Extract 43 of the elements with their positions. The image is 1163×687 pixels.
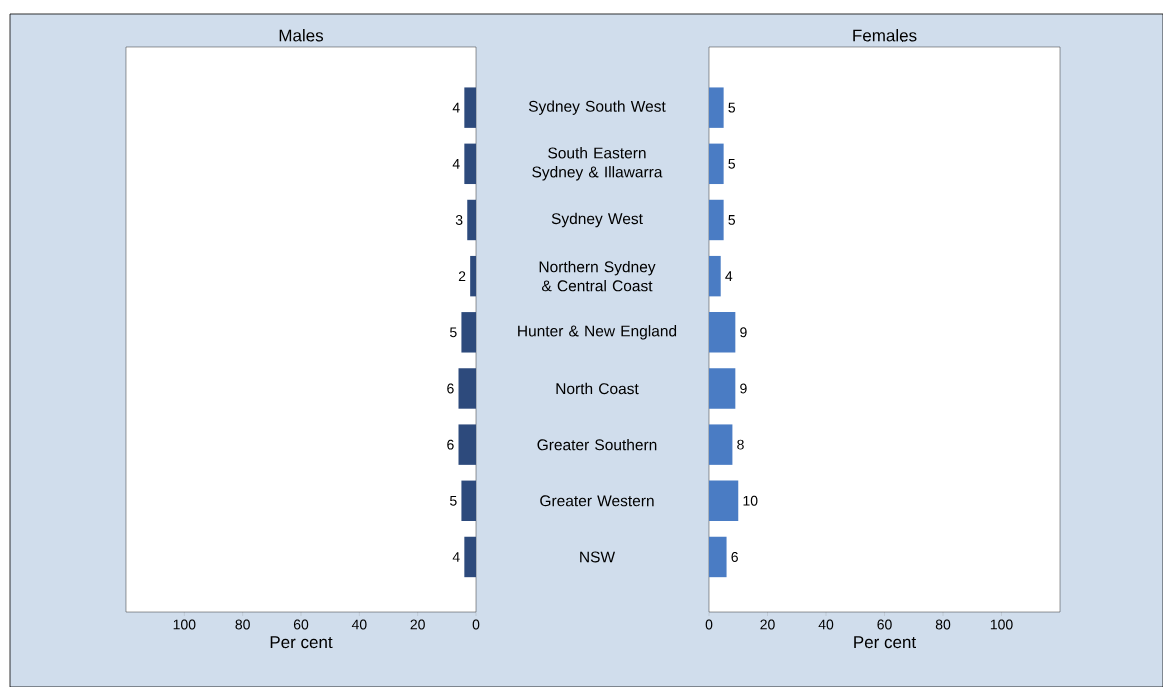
x-axis-title: Per cent [270,636,333,649]
data-label: 2 [458,271,466,282]
data-label: 4 [452,159,460,169]
x-tick-label: 20 [760,619,775,630]
data-label: 10 [743,495,758,506]
y-tick-label: Hunter & New England [518,325,677,340]
x-tick-label: 40 [351,619,367,630]
data-label: 6 [731,552,738,562]
chart-title: Males [279,29,324,42]
y-tick-label: Greater Southern [537,438,657,451]
x-tick-label: 20 [410,619,425,630]
x-tick-label: 60 [293,619,309,630]
x-tick-label: 80 [935,619,951,630]
y-tick-label: Sydney South West [528,100,666,115]
x-tick-label: 60 [877,619,892,630]
x-axis-title: Per cent [854,636,917,649]
x-tick-label: 40 [818,619,834,630]
data-label: 4 [452,552,460,562]
data-label: 3 [455,215,463,225]
data-label: 5 [728,102,736,113]
y-tick-label: Sydney West [551,212,643,228]
y-tick-label: Greater Western [540,495,654,507]
data-label: 5 [449,495,457,506]
chart-title: Females [853,29,917,42]
x-tick-label: 0 [705,619,713,630]
x-tick-label: 80 [235,619,250,630]
data-label: 4 [725,271,733,281]
y-tick-label: North Coast [556,382,639,395]
data-label: 5 [728,158,736,169]
data-label: 9 [740,327,747,338]
data-label: 8 [737,439,744,450]
y-tick-label: NSW [580,551,616,563]
data-label: 9 [740,383,747,394]
data-label: 4 [452,102,460,113]
y-tick-label: South Eastern Sydney & Illawarra [532,147,663,181]
data-label: 6 [447,383,454,394]
x-tick-label: 100 [990,619,1013,630]
data-label: 5 [449,327,457,338]
y-tick-label: Northern Sydney & Central Coast [539,260,656,292]
data-label: 5 [728,215,736,225]
data-label: 6 [447,439,454,450]
x-tick-label: 100 [173,619,196,630]
x-tick-label: 0 [472,619,480,630]
